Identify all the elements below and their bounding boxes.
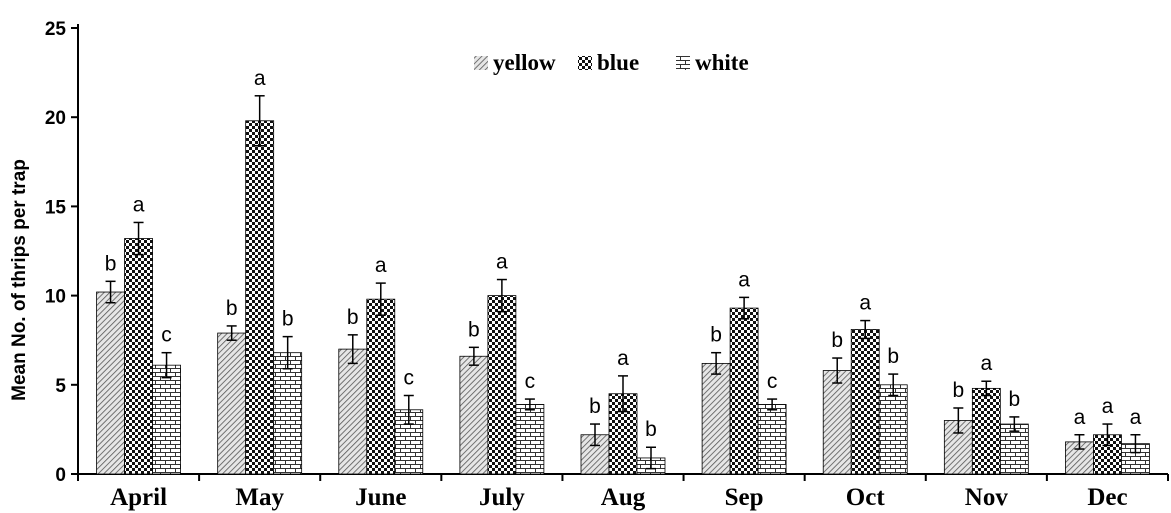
y-tick-label: 20 <box>45 108 66 129</box>
significance-letter: b <box>226 297 238 320</box>
legend-label-yellow: yellow <box>493 50 556 75</box>
bar-blue <box>971 387 1001 475</box>
x-tick-label: Aug <box>601 484 646 511</box>
significance-letter: a <box>1130 406 1142 429</box>
significance-letter: b <box>468 318 480 341</box>
bar-yellow <box>96 291 125 475</box>
significance-letter: a <box>1102 395 1114 418</box>
bar-yellow <box>701 362 731 475</box>
x-tick-label: Dec <box>1087 484 1127 511</box>
bar-white <box>757 404 787 475</box>
y-tick-label: 15 <box>45 197 67 218</box>
bar-yellow <box>459 355 489 475</box>
x-tick-label: June <box>355 484 406 511</box>
y-tick-label: 0 <box>55 465 66 486</box>
y-tick-label: 5 <box>55 376 66 397</box>
x-tick-label: Nov <box>965 484 1009 511</box>
bar-white <box>999 423 1029 475</box>
legend-swatch-white <box>676 56 690 70</box>
legend: yellow blue white <box>474 50 749 75</box>
legend-label-blue: blue <box>597 50 639 75</box>
significance-letter: b <box>1008 388 1020 411</box>
significance-letter: a <box>738 268 750 291</box>
significance-letter: a <box>859 292 871 315</box>
x-tick-label: May <box>235 484 284 511</box>
significance-letter: b <box>710 324 722 347</box>
significance-letter: b <box>105 252 117 275</box>
bar-blue <box>366 298 396 475</box>
significance-letter: a <box>980 352 992 375</box>
bar-white <box>878 384 908 475</box>
bar-blue <box>850 329 880 475</box>
bar-yellow <box>217 332 247 475</box>
x-tick-label: July <box>479 484 525 511</box>
significance-letter: a <box>133 193 145 216</box>
bar-blue <box>124 238 153 475</box>
significance-letter: c <box>525 370 536 393</box>
bar-blue <box>487 295 517 475</box>
significance-letter: b <box>831 329 843 352</box>
significance-letter: a <box>375 254 387 277</box>
bar-white <box>152 364 181 475</box>
x-axis: April May June July Aug Sep Oct Nov Dec <box>77 473 1169 511</box>
significance-letter: b <box>645 418 657 441</box>
significance-letter: b <box>282 308 294 331</box>
x-tick-label: April <box>110 484 167 511</box>
significance-letter: c <box>161 324 172 347</box>
y-tick-label: 10 <box>45 287 66 308</box>
bar-blue <box>729 307 759 475</box>
significance-letter: b <box>347 306 359 329</box>
bar-white <box>273 352 303 475</box>
bar-white <box>515 404 545 475</box>
significance-letter: c <box>767 370 778 393</box>
bar-blue <box>245 120 275 475</box>
significance-letter: a <box>496 251 508 274</box>
x-tick-label: Oct <box>846 484 886 511</box>
legend-label-white: white <box>695 50 749 75</box>
y-tick-label: 25 <box>45 19 67 40</box>
significance-letter: b <box>887 345 899 368</box>
significance-letter: a <box>254 67 266 90</box>
bar-yellow <box>822 370 852 475</box>
significance-letter: c <box>404 367 415 390</box>
y-axis: 0 5 10 15 20 25 <box>45 19 79 486</box>
significance-letter: b <box>589 395 601 418</box>
bar-yellow <box>338 348 368 475</box>
legend-swatch-yellow <box>474 56 488 70</box>
x-tick-label: Sep <box>725 484 764 511</box>
legend-swatch-blue <box>578 56 592 70</box>
y-axis-label: Mean No. of thrips per trap <box>9 159 30 401</box>
significance-letter: b <box>952 379 964 402</box>
significance-letter: a <box>1074 406 1086 429</box>
significance-letter: a <box>617 347 629 370</box>
